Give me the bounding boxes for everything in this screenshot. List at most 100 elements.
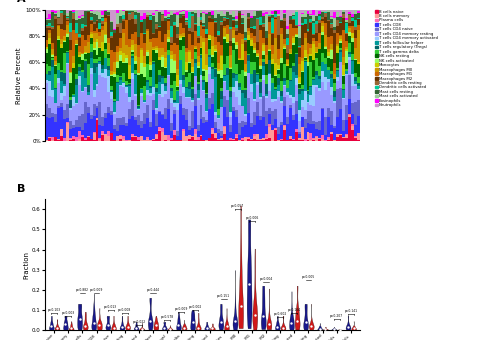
Bar: [244, 114, 247, 116]
Bar: [114, 140, 116, 141]
Bar: [98, 36, 102, 47]
Bar: [84, 27, 86, 40]
Bar: [292, 16, 294, 19]
Bar: [282, 126, 286, 130]
Bar: [173, 26, 176, 43]
Bar: [351, 17, 354, 18]
Bar: [229, 69, 232, 87]
Bar: [72, 128, 74, 136]
Bar: [328, 55, 330, 58]
Bar: [280, 139, 282, 140]
Bar: [167, 14, 170, 17]
Bar: [184, 18, 188, 20]
Point: [245, 281, 253, 287]
Bar: [244, 72, 247, 76]
Bar: [336, 81, 339, 88]
Bar: [259, 99, 262, 116]
Bar: [357, 11, 360, 13]
Bar: [54, 115, 57, 122]
Bar: [316, 21, 318, 23]
Bar: [155, 84, 158, 88]
Bar: [45, 25, 48, 26]
Bar: [74, 34, 78, 40]
Bar: [140, 33, 143, 48]
Bar: [300, 62, 304, 71]
Bar: [334, 63, 336, 74]
Bar: [125, 81, 128, 85]
Bar: [259, 140, 262, 141]
Bar: [90, 139, 92, 141]
Bar: [268, 34, 271, 49]
Bar: [66, 64, 69, 104]
Bar: [250, 62, 253, 74]
Bar: [238, 135, 241, 140]
Bar: [235, 32, 238, 35]
Bar: [262, 55, 265, 59]
Bar: [286, 117, 288, 124]
Bar: [114, 30, 116, 33]
Text: p=0.141: p=0.141: [344, 309, 358, 313]
Bar: [235, 45, 238, 49]
Bar: [294, 114, 298, 129]
Bar: [98, 12, 102, 19]
Bar: [250, 140, 253, 141]
Bar: [277, 14, 280, 16]
Bar: [300, 45, 304, 57]
Point: [274, 324, 281, 329]
Bar: [288, 98, 292, 104]
Bar: [292, 15, 294, 16]
Bar: [69, 108, 71, 110]
Bar: [345, 51, 348, 63]
Bar: [48, 118, 51, 137]
Bar: [304, 33, 306, 38]
Bar: [149, 39, 152, 42]
Bar: [104, 69, 108, 78]
Bar: [354, 20, 357, 27]
Bar: [66, 37, 69, 51]
Bar: [51, 54, 54, 55]
Bar: [244, 124, 247, 137]
Bar: [202, 82, 205, 90]
Bar: [167, 50, 170, 55]
Bar: [229, 117, 232, 125]
Bar: [200, 54, 202, 55]
Bar: [318, 49, 322, 66]
Bar: [173, 135, 176, 141]
Bar: [45, 18, 48, 19]
Bar: [324, 17, 328, 23]
Bar: [345, 41, 348, 47]
Bar: [131, 58, 134, 73]
Bar: [336, 17, 339, 19]
Bar: [330, 134, 334, 141]
Bar: [190, 14, 194, 16]
Bar: [152, 50, 155, 61]
Bar: [122, 73, 125, 82]
Bar: [114, 130, 116, 140]
Bar: [92, 90, 96, 97]
Bar: [196, 125, 200, 131]
Bar: [110, 133, 114, 141]
Bar: [294, 75, 298, 78]
Text: p=0.164: p=0.164: [288, 308, 301, 312]
Bar: [226, 100, 229, 117]
Bar: [152, 10, 155, 13]
Bar: [214, 69, 218, 77]
Bar: [137, 57, 140, 73]
Point: [288, 320, 296, 326]
Bar: [57, 24, 60, 25]
Bar: [310, 44, 312, 48]
Bar: [128, 119, 131, 140]
Bar: [224, 81, 226, 82]
Bar: [137, 73, 140, 74]
Bar: [164, 91, 167, 94]
Bar: [155, 50, 158, 53]
Bar: [170, 11, 173, 15]
Bar: [328, 137, 330, 139]
Bar: [312, 106, 316, 121]
Bar: [348, 36, 351, 43]
Bar: [116, 27, 119, 46]
Bar: [176, 34, 178, 38]
Bar: [184, 109, 188, 120]
Bar: [122, 83, 125, 87]
Bar: [158, 27, 161, 31]
